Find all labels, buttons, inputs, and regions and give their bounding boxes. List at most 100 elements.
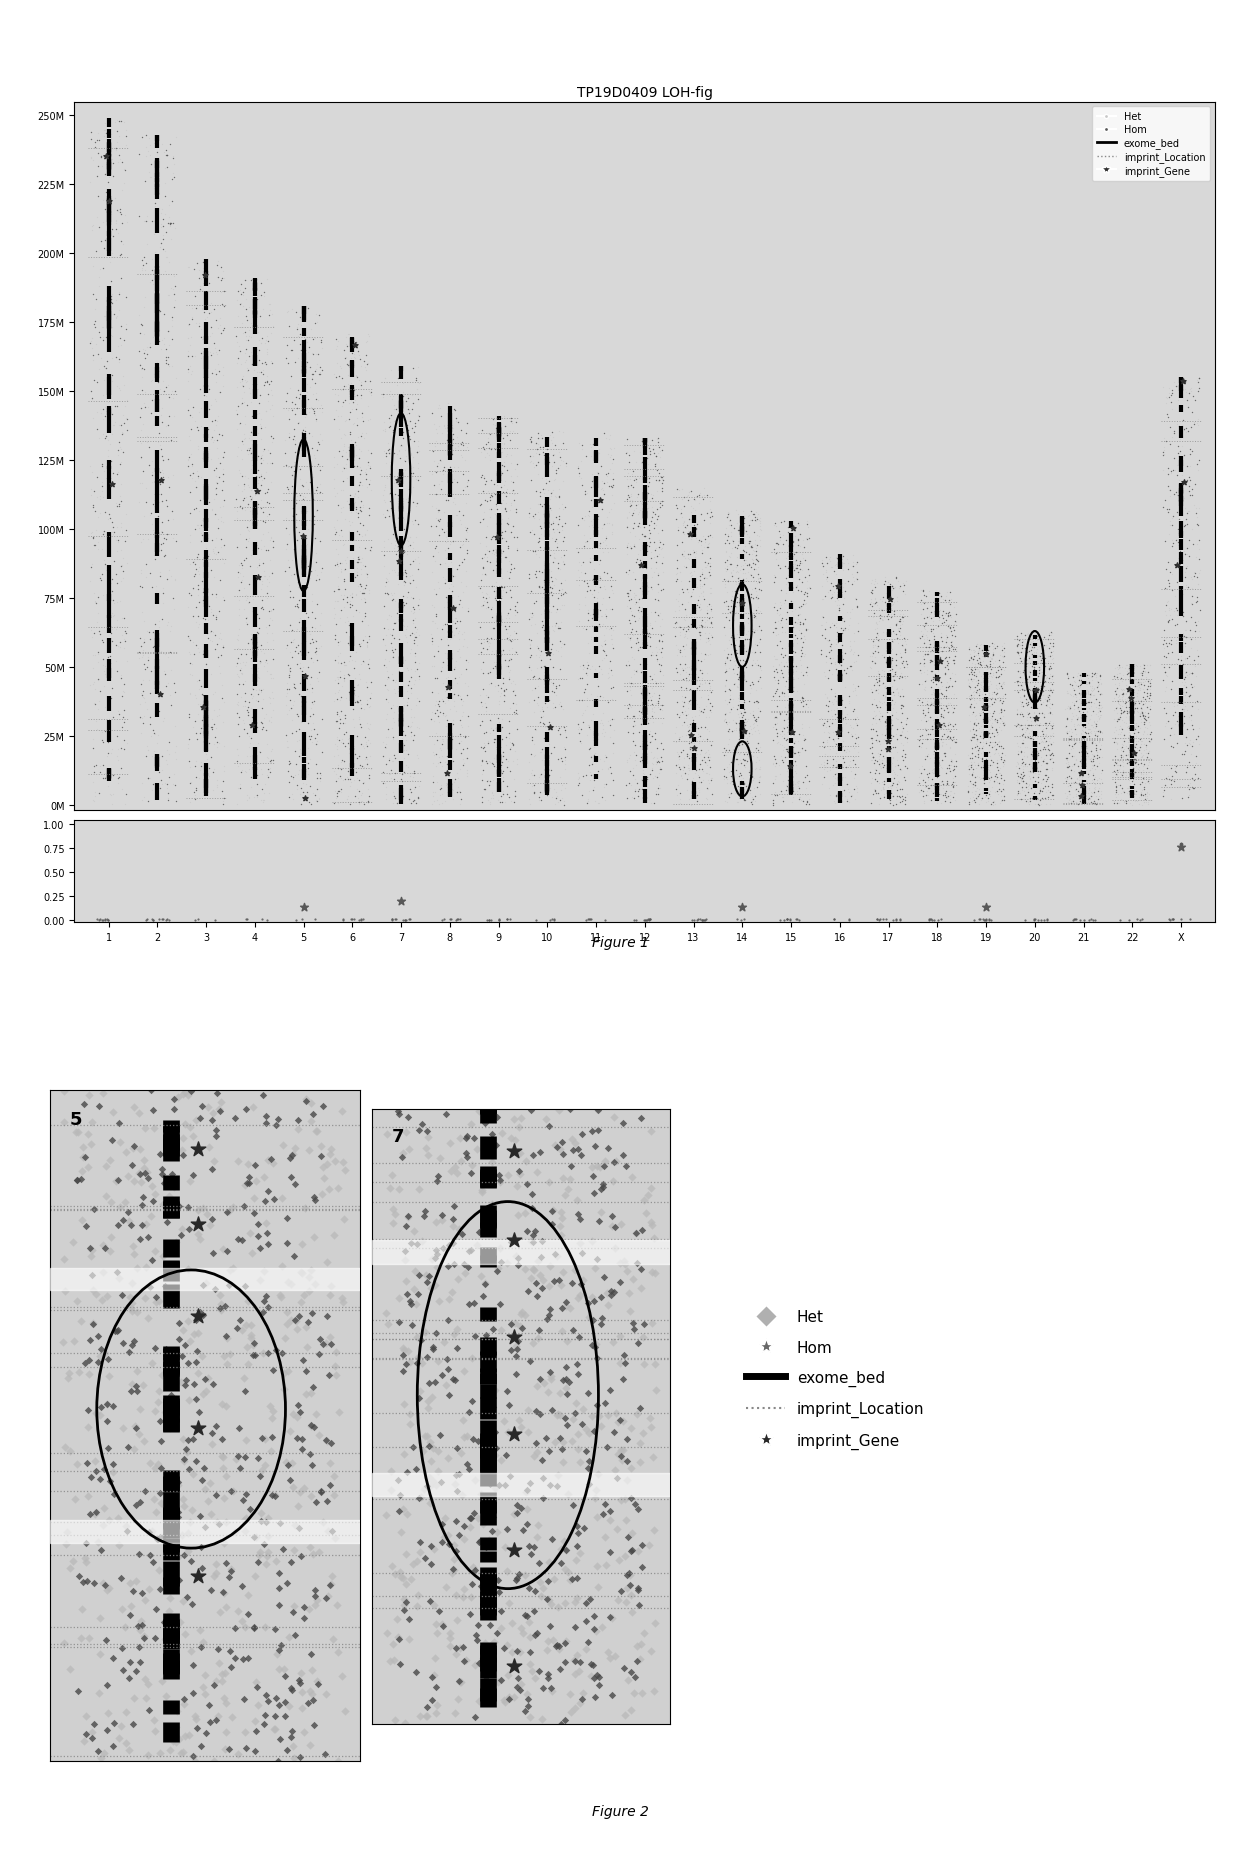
Point	[246, 509, 265, 539]
Point	[1081, 746, 1101, 775]
Point	[108, 218, 128, 248]
Point	[284, 416, 304, 445]
Point	[339, 738, 358, 768]
Point	[733, 565, 753, 595]
Point	[1059, 693, 1079, 723]
Point	[790, 550, 810, 580]
Point	[825, 770, 844, 800]
Point	[1118, 723, 1138, 753]
Point	[1184, 408, 1204, 438]
Point	[1131, 781, 1151, 811]
Point	[1058, 662, 1078, 692]
Point	[932, 680, 952, 710]
Point	[653, 576, 673, 606]
Point	[1043, 675, 1063, 705]
Point	[450, 608, 470, 637]
Point	[404, 1275, 424, 1305]
Point	[236, 608, 255, 637]
Point	[646, 442, 666, 472]
Point	[244, 1340, 264, 1370]
Point	[916, 660, 936, 690]
Point	[100, 1187, 120, 1217]
Point	[1011, 688, 1030, 718]
Point	[91, 677, 110, 706]
Point	[787, 572, 807, 602]
Point	[990, 652, 1009, 682]
Point	[870, 585, 890, 615]
Point	[536, 470, 556, 500]
Point	[673, 542, 693, 572]
Point	[1090, 697, 1110, 727]
Point	[525, 520, 544, 550]
Point	[335, 555, 355, 585]
Point	[594, 626, 614, 656]
Point	[1074, 693, 1094, 723]
Point	[1090, 680, 1110, 710]
Point	[131, 598, 151, 628]
Point	[766, 714, 786, 744]
Point	[730, 759, 750, 788]
Point	[1131, 727, 1151, 757]
Point	[1123, 746, 1143, 775]
Point	[582, 494, 601, 524]
Point	[647, 501, 667, 531]
Point	[1066, 746, 1086, 775]
Point	[129, 140, 149, 170]
Point	[1140, 703, 1159, 733]
Point	[718, 690, 738, 720]
Point	[538, 779, 558, 809]
Point	[301, 1482, 321, 1512]
Point	[485, 410, 505, 440]
Point	[92, 142, 112, 171]
Point	[93, 906, 113, 936]
Point	[580, 524, 600, 554]
Point	[213, 1452, 233, 1482]
Point	[895, 567, 915, 596]
Point	[398, 488, 418, 518]
Point	[880, 736, 900, 766]
Point	[673, 688, 693, 718]
Point	[828, 570, 848, 600]
Point	[429, 678, 449, 708]
Point	[987, 731, 1007, 761]
Point	[451, 712, 471, 742]
Point	[691, 669, 711, 699]
Point	[557, 1536, 577, 1566]
Point	[109, 762, 129, 792]
Point	[644, 749, 663, 779]
Point	[424, 731, 444, 761]
Point	[893, 736, 913, 766]
Point	[551, 654, 570, 684]
Point	[242, 593, 262, 623]
Point	[510, 1156, 529, 1186]
Point	[625, 671, 645, 701]
Point	[1091, 777, 1111, 807]
Point	[538, 1625, 558, 1655]
Point	[1083, 662, 1102, 692]
Point	[1114, 744, 1133, 774]
Point	[107, 606, 126, 636]
Point	[994, 766, 1014, 796]
Point	[458, 466, 477, 496]
Point	[630, 747, 650, 777]
Point	[234, 574, 254, 604]
Point	[920, 632, 940, 662]
Point	[280, 658, 300, 688]
Point	[717, 770, 737, 800]
Point	[298, 783, 317, 813]
Point	[496, 528, 516, 557]
Point	[1123, 652, 1143, 682]
Point	[577, 662, 596, 692]
Point	[569, 548, 589, 578]
Point	[883, 574, 903, 604]
Point	[1120, 742, 1140, 772]
Point	[636, 624, 656, 654]
Point	[720, 781, 740, 811]
Point	[843, 669, 863, 699]
Point	[931, 688, 951, 718]
Point	[636, 684, 656, 714]
Point	[769, 651, 789, 680]
Point	[634, 513, 653, 542]
Point	[1183, 716, 1203, 746]
Point	[356, 352, 376, 382]
